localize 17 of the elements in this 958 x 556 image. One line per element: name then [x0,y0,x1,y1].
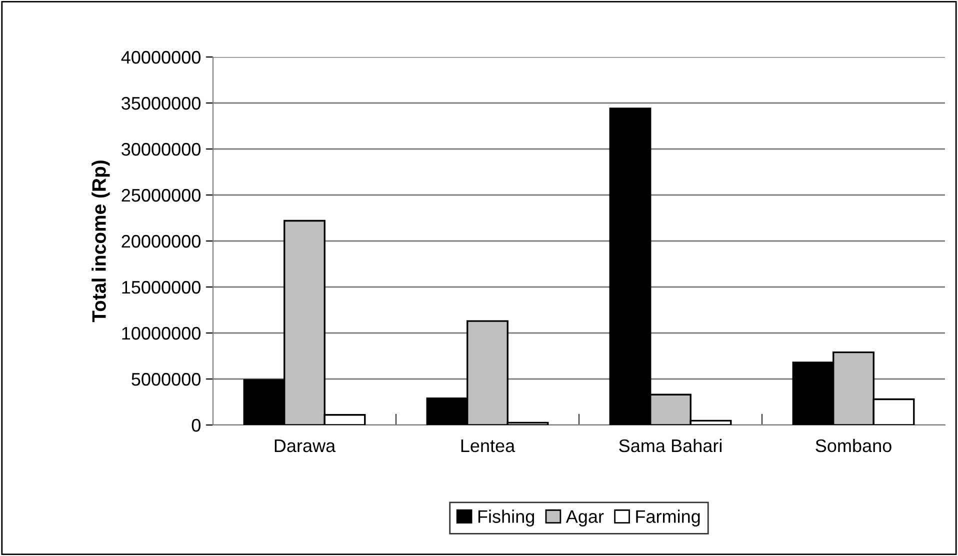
x-tick-label: Sama Bahari [619,438,722,452]
y-tick-label: 0 [192,418,200,432]
x-tick-label: Lentea [461,440,516,452]
legend-label: Farming [636,510,700,527]
y-tick-label: 40000000 [121,50,200,64]
x-tick-label: Darawa [274,440,336,452]
y-tick-label: 35000000 [122,96,200,110]
y-axis-title: Total income (Rp) [92,160,110,322]
legend-label: Fishing [478,510,534,527]
y-tick-label: 5000000 [132,372,200,386]
x-tick-label: Sombano [816,438,892,452]
y-tick-label: 25000000 [122,188,200,202]
y-tick-label: 15000000 [122,280,200,294]
y-tick-label: 30000000 [122,142,200,156]
legend-label: Agar [566,510,604,527]
y-tick-label: 20000000 [122,234,200,248]
y-tick-label: 10000000 [122,326,200,340]
